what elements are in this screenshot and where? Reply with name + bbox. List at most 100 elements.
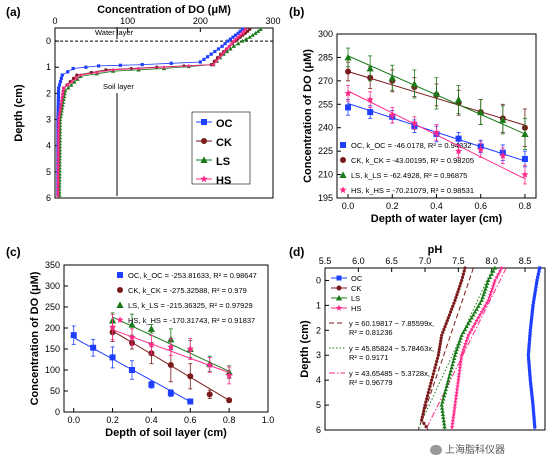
legend-item: CK, k_CK = -275.32588, R² = 0.979 bbox=[117, 286, 247, 295]
legend-text: CK, k_CK = -43.00195, R² = 0.98205 bbox=[351, 156, 474, 165]
y-tick-label: 300 bbox=[45, 281, 60, 291]
legend-item: CK, k_CK = -43.00195, R² = 0.98205 bbox=[340, 156, 474, 165]
legend-item: LS bbox=[331, 294, 360, 303]
legend-item: HS bbox=[331, 304, 361, 313]
y-axis-label: Depth (cm) bbox=[13, 84, 25, 142]
data-point bbox=[477, 145, 485, 153]
data-point bbox=[521, 170, 529, 178]
data-point bbox=[147, 341, 155, 348]
legend-text: CK bbox=[216, 137, 232, 149]
data-point bbox=[70, 332, 77, 339]
data-point bbox=[345, 68, 352, 75]
data-point bbox=[477, 108, 485, 116]
x-tick-label: 1.0 bbox=[262, 415, 275, 425]
plot-frame bbox=[63, 264, 269, 413]
data-point bbox=[344, 53, 352, 61]
legend-marker bbox=[200, 156, 208, 163]
legend-marker bbox=[200, 175, 208, 183]
series-line bbox=[527, 267, 541, 431]
annotation-water-layer: Water layer bbox=[95, 28, 134, 37]
series-OC bbox=[526, 266, 542, 431]
y-tick-label: 250 bbox=[45, 302, 60, 312]
legend-item: OC, k_OC = -46.0178, R² = 0.94832 bbox=[340, 141, 471, 150]
plot-frame bbox=[54, 27, 274, 199]
y-tick-label: 0 bbox=[55, 407, 60, 417]
x-tick-label: 7.5 bbox=[452, 256, 465, 266]
y-tick-label: 210 bbox=[318, 170, 333, 180]
x-tick-label: 0.2 bbox=[106, 415, 119, 425]
series-line bbox=[421, 267, 466, 431]
series-LS bbox=[344, 47, 529, 150]
x-tick-label: 6.0 bbox=[352, 256, 365, 266]
chart-panel-1: (b) 0.0 0.2 0.4 0.6 0.8 195 210 225 240 255 270 285 3… bbox=[289, 5, 537, 225]
data-point bbox=[187, 373, 194, 380]
data-point bbox=[109, 323, 117, 331]
data-point bbox=[243, 26, 248, 32]
x-tick-label: 0.0 bbox=[342, 201, 355, 211]
legend-item: CK bbox=[331, 284, 361, 293]
data-point bbox=[225, 371, 233, 379]
y-tick-label: 5 bbox=[316, 400, 321, 410]
y-tick-label: 350 bbox=[45, 260, 60, 270]
y-tick-label: 225 bbox=[318, 146, 333, 156]
legend-text: OC, k_OC = -46.0178, R² = 0.94832 bbox=[351, 141, 471, 150]
x-tick-label: 6.5 bbox=[385, 256, 398, 266]
legend-marker bbox=[116, 301, 124, 308]
panel-label: (a) bbox=[6, 5, 21, 19]
fit-r2: R² = 0.96779 bbox=[349, 378, 393, 387]
fit-equation: y = 45.85824 − 5.78463x, bbox=[349, 344, 434, 353]
legend-text: HS, k_HS = -170.31743, R² = 0.91837 bbox=[128, 316, 255, 325]
data-point bbox=[455, 147, 463, 155]
y-tick-label: 6 bbox=[46, 193, 51, 203]
fit-equation: y = 60.19817 − 7.85599x, bbox=[349, 319, 434, 328]
y-tick-label: 50 bbox=[50, 386, 60, 396]
legend-text: LS bbox=[216, 156, 230, 168]
legend-text: LS, k_LS = -62.4928, R² = 0.96875 bbox=[351, 171, 467, 180]
data-point bbox=[129, 367, 135, 373]
y-tick-label: 270 bbox=[318, 76, 333, 86]
x-tick-label: 0.4 bbox=[145, 415, 158, 425]
x-tick-label: 5.5 bbox=[319, 256, 332, 266]
annotation-soil-layer: Soil layer bbox=[103, 82, 134, 91]
y-tick-label: 3 bbox=[316, 350, 321, 360]
y-tick-label: 1 bbox=[316, 300, 321, 310]
legend-marker bbox=[336, 275, 342, 281]
series-CK bbox=[420, 266, 467, 431]
y-tick-label: 2 bbox=[46, 88, 51, 98]
legend-text: LS, k_LS = -215.36325, R² = 0.97929 bbox=[128, 301, 253, 310]
y-tick-label: 6 bbox=[316, 425, 321, 435]
data-point bbox=[432, 128, 441, 136]
fit-r2: R² = 0.81236 bbox=[349, 328, 393, 337]
legend-text: OC, k_OC = -253.81633, R² = 0.98647 bbox=[128, 271, 257, 280]
series-LS bbox=[439, 265, 498, 431]
data-point bbox=[367, 109, 374, 116]
legend-marker bbox=[117, 272, 123, 278]
x-tick-label: 8.5 bbox=[519, 256, 532, 266]
data-point bbox=[167, 361, 174, 368]
panel-label: (d) bbox=[289, 245, 304, 259]
legend-marker bbox=[116, 316, 124, 324]
legend-text: HS, k_HS = -70.21079, R² = 0.98531 bbox=[351, 186, 474, 195]
data-point bbox=[128, 333, 136, 341]
y-tick-label: 4 bbox=[46, 141, 51, 151]
y-tick-label: 300 bbox=[318, 29, 333, 39]
legend-item: OC bbox=[196, 118, 233, 130]
legend-text: CK, k_CK = -275.32588, R² = 0.979 bbox=[128, 286, 247, 295]
data-point bbox=[90, 344, 97, 351]
fit-r2: R² = 0.9171 bbox=[349, 353, 388, 362]
y-tick-label: 255 bbox=[318, 99, 333, 109]
data-point bbox=[187, 398, 194, 405]
x-tick-label: 0.8 bbox=[223, 415, 236, 425]
data-point bbox=[499, 116, 507, 123]
y-tick-label: 2 bbox=[316, 325, 321, 335]
data-point bbox=[455, 135, 462, 142]
data-point bbox=[128, 321, 136, 328]
data-point bbox=[521, 155, 528, 162]
legend-marker bbox=[117, 287, 123, 293]
data-point bbox=[410, 119, 418, 127]
legend-text: HS bbox=[216, 175, 231, 187]
legend-text: CK bbox=[351, 284, 361, 293]
series-HS bbox=[449, 265, 504, 431]
